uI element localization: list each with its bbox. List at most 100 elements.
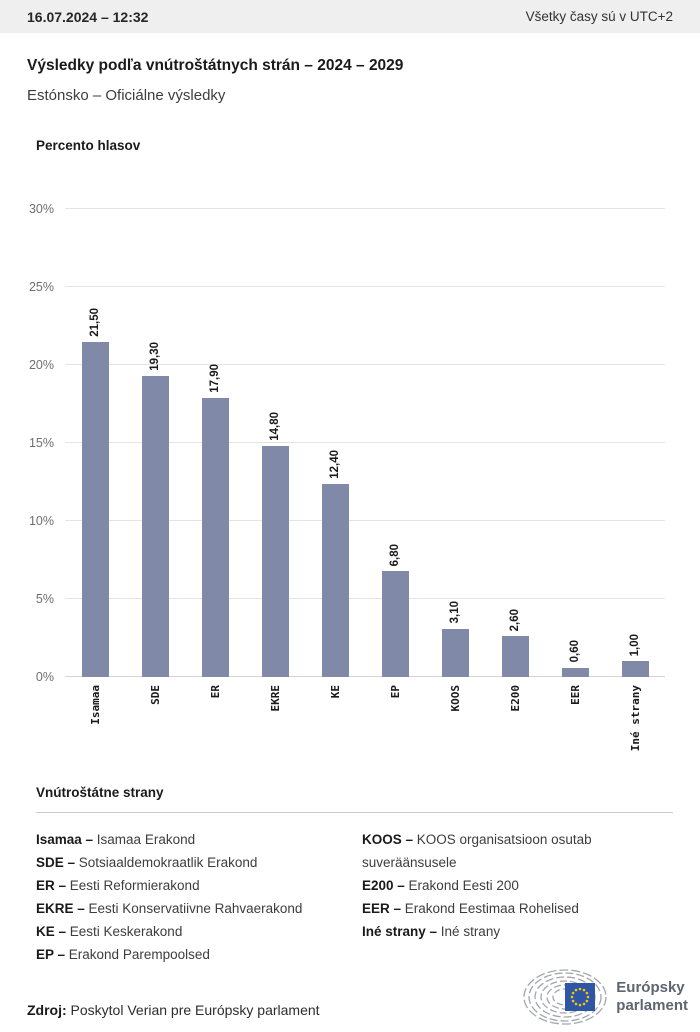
hemicycle-eu-flag-icon	[523, 969, 607, 1025]
bar-value-label: 3,10	[449, 601, 461, 624]
gridline-25: 25%	[29, 280, 665, 294]
x-axis-labels: Isamaa SDE ER EKRE KE EP KOOS E200 EER Iné strany	[65, 685, 665, 769]
y-tick-label: 25%	[28, 279, 54, 294]
x-tick: SDE	[125, 685, 185, 769]
logo-line-1: Európsky	[616, 979, 685, 996]
x-tick-label: KOOS	[448, 685, 462, 712]
y-tick-label: 0%	[35, 669, 54, 684]
page-title: Výsledky podľa vnútroštátnych strán – 20…	[27, 57, 404, 74]
bar	[621, 661, 649, 677]
y-tick-label: 5%	[35, 591, 54, 606]
bar	[141, 375, 169, 677]
logo-wordmark: Európsky parlament	[616, 979, 688, 1015]
timestamp: 16.07.2024 – 12:32	[27, 8, 149, 25]
header: Výsledky podľa vnútroštátnych strán – 20…	[0, 57, 700, 104]
legend-column-left: Isamaa – Isamaa Erakond SDE – Sotsiaaldem…	[36, 828, 362, 966]
x-tick-label: KE	[328, 685, 342, 699]
bar	[201, 397, 229, 677]
bar-slot: 19,30	[125, 209, 185, 677]
page-subtitle: Estónsko – Oficiálne výsledky	[27, 87, 226, 104]
legend-heading: Vnútroštátne strany	[36, 785, 164, 800]
source-text: Poskytol Verian pre Európsky parlament	[70, 1002, 320, 1018]
bar-value-label: 0,60	[569, 640, 581, 663]
x-tick-label: Iné strany	[628, 685, 642, 752]
bars: 21,50 19,30 17,90 14,80 12,40 6,80 3,10 2,60 0,6…	[65, 209, 665, 677]
european-parliament-logo: Európsky parlament	[507, 968, 688, 1032]
chart-title: Percento hlasov	[36, 138, 141, 153]
footer: Zdroj: Poskytol Verian pre Európsky parl…	[0, 968, 700, 1032]
legend-item: ER – Eesti Reformierakond	[36, 878, 200, 893]
bar	[381, 570, 409, 677]
legend-item-abbr: ER –	[36, 878, 70, 893]
x-tick: ER	[185, 685, 245, 769]
bar	[81, 341, 109, 677]
bar-value-label: 14,80	[269, 412, 281, 442]
x-tick-label: ER	[208, 685, 222, 699]
legend-item: KOOS – KOOS organisatsioon osutab suverä…	[362, 832, 592, 870]
bar-slot: 21,50	[65, 209, 125, 677]
gridline-15: 15%	[29, 436, 665, 450]
x-tick: KOOS	[425, 685, 485, 769]
bar-value-label: 21,50	[89, 307, 101, 337]
x-tick: EP	[365, 685, 425, 769]
x-tick-label: EP	[388, 685, 402, 699]
bar	[321, 483, 349, 677]
bar-slot: 14,80	[245, 209, 305, 677]
legend-item-abbr: SDE –	[36, 855, 79, 870]
y-tick-label: 15%	[28, 435, 54, 450]
legend-item: SDE – Sotsiaaldemokraatlik Erakond	[36, 855, 258, 870]
legend-item-abbr: KOOS –	[362, 832, 417, 847]
bar	[441, 628, 469, 677]
legend-item: Iné strany – Iné strany	[362, 924, 501, 939]
bar-slot: 17,90	[185, 209, 245, 677]
gridline-20: 20%	[29, 358, 665, 372]
gridline-30: 30%	[29, 202, 665, 216]
bar-slot: 0,60	[545, 209, 605, 677]
legend-item: Isamaa – Isamaa Erakond	[36, 832, 196, 847]
legend-divider	[36, 812, 673, 813]
legend-item-abbr: Isamaa –	[36, 832, 97, 847]
source-label: Zdroj:	[27, 1002, 67, 1018]
legend-item-abbr: EER –	[362, 901, 405, 916]
bar-value-label: 12,40	[329, 449, 341, 479]
logo-line-2: parlament	[616, 997, 688, 1014]
x-tick: KE	[305, 685, 365, 769]
x-tick: Isamaa	[65, 685, 125, 769]
topbar: 16.07.2024 – 12:32 Všetky časy sú v UTC+…	[0, 0, 700, 33]
y-tick-label: 30%	[28, 201, 54, 216]
x-tick: EKRE	[245, 685, 305, 769]
legend-item: E200 – Erakond Eesti 200	[362, 878, 519, 893]
y-tick-label: 10%	[28, 513, 54, 528]
bar	[561, 667, 589, 677]
bar	[501, 636, 529, 677]
x-tick-label: EKRE	[268, 685, 282, 712]
gridline-10: 10%	[29, 514, 665, 528]
bar	[261, 446, 289, 677]
x-tick-label: Isamaa	[88, 685, 102, 725]
source-note: Zdroj: Poskytol Verian pre Európsky parl…	[27, 1002, 320, 1032]
bar-value-label: 2,60	[509, 609, 521, 632]
legend-item: EP – Erakond Parempoolsed	[36, 947, 210, 962]
legend-item-abbr: E200 –	[362, 878, 409, 893]
x-tick: Iné strany	[605, 685, 665, 769]
bar-value-label: 6,80	[389, 543, 401, 566]
chart: Percento hlasov 0% 5% 10% 15% 20% 25% 30% 21,5…	[0, 138, 700, 769]
legend-item-abbr: EP –	[36, 947, 69, 962]
x-tick-label: EER	[568, 685, 582, 705]
legend-column-right: KOOS – KOOS organisatsioon osutab suverä…	[362, 828, 673, 966]
bar-value-label: 17,90	[209, 363, 221, 393]
gridline-5: 5%	[36, 592, 665, 606]
x-tick-label: E200	[508, 685, 522, 712]
plot-area: 0% 5% 10% 15% 20% 25% 30% 21,50 19,30 17,90 14,80…	[29, 202, 665, 684]
timezone-note: Všetky časy sú v UTC+2	[525, 9, 673, 24]
x-tick: E200	[485, 685, 545, 769]
legend-item-abbr: KE –	[36, 924, 70, 939]
eu-flag-stars	[570, 987, 590, 1007]
bar-slot: 12,40	[305, 209, 365, 677]
x-tick-label: SDE	[148, 685, 162, 705]
bar-slot: 2,60	[485, 209, 545, 677]
legend-item: EER – Erakond Eestimaa Rohelised	[362, 901, 579, 916]
legend-item-abbr: Iné strany –	[362, 924, 441, 939]
legend-section: Vnútroštátne strany Isamaa – Isamaa Erak…	[0, 785, 700, 966]
bar-slot: 3,10	[425, 209, 485, 677]
